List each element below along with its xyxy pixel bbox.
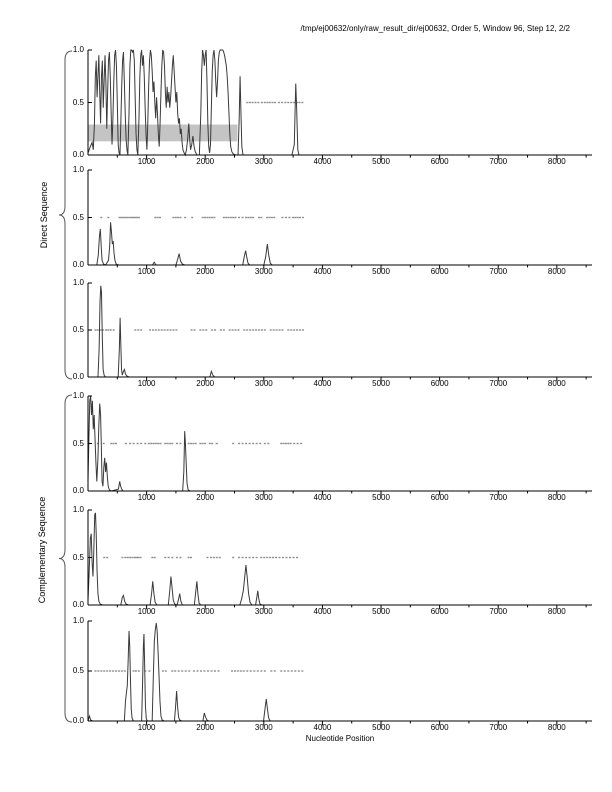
panel-direct-frame-3: 1.0 0.5 0.0 1000 2000 3000 4000 5000 6000 7000… [73, 278, 592, 388]
y-tick-label: 0.5 [72, 666, 84, 675]
y-tick-label: 0.5 [72, 97, 84, 107]
y-tick-label: 0.0 [72, 600, 84, 609]
x-tick-label: 8000 [547, 379, 566, 388]
x-axis-tick-labels: 1000 2000 3000 4000 5000 6000 7000 8000 [88, 155, 592, 167]
x-tick-label: 7000 [489, 607, 508, 616]
x-tick-label: 6000 [430, 607, 449, 616]
direct-sequence-brace [58, 50, 73, 380]
x-axis-tick-labels: 1000 2000 3000 4000 5000 6000 7000 8000 [88, 491, 592, 503]
x-tick-label: 1000 [137, 723, 156, 732]
y-tick-label: 1.0 [72, 165, 84, 174]
x-tick-label: 3000 [254, 493, 273, 502]
x-axis-tick-labels: 1000 2000 3000 4000 5000 6000 7000 8000 [88, 265, 592, 277]
x-axis-tick-labels: 1000 2000 3000 4000 5000 6000 7000 8000 [88, 605, 592, 617]
y-tick-label: 0.5 [72, 552, 84, 562]
x-tick-label: 3000 [254, 267, 273, 276]
y-tick-label: 0.0 [72, 260, 84, 269]
x-tick-label: 5000 [372, 267, 390, 276]
y-tick-label: 0.5 [72, 212, 84, 222]
x-tick-label: 1000 [137, 607, 156, 616]
plot-area [88, 50, 592, 155]
panel-direct-frame-1: 1.0 0.5 0.0 1000 2000 3000 4000 5000 6000 7000… [73, 45, 592, 166]
x-tick-label: 1000 [137, 379, 156, 388]
x-tick-label: 5000 [372, 607, 390, 616]
x-tick-label: 2000 [196, 157, 215, 166]
panel-complementary-frame-2: 1.0 0.5 0.0 1000 2000 3000 4000 5000 6000 7000… [73, 505, 592, 616]
x-tick-label: 4000 [313, 493, 332, 502]
plot-area [88, 396, 592, 491]
x-tick-label: 7000 [489, 493, 508, 502]
x-tick-label: 8000 [547, 157, 566, 166]
y-tick-label: 0.5 [72, 325, 84, 334]
y-tick-label: 1.0 [72, 616, 84, 625]
x-tick-label: 4000 [313, 607, 332, 616]
complementary-sequence-label: Complementary Sequence [37, 496, 47, 604]
y-tick-label: 0.0 [72, 150, 84, 159]
x-tick-label: 7000 [489, 723, 508, 732]
x-tick-label: 2000 [196, 607, 215, 616]
x-axis-tick-labels: 1000 2000 3000 4000 5000 6000 7000 8000 [88, 377, 592, 389]
x-tick-label: 5000 [372, 723, 390, 732]
x-tick-label: 6000 [430, 723, 449, 732]
x-tick-label: 3000 [254, 157, 273, 166]
x-tick-label: 4000 [313, 267, 332, 276]
x-tick-label: 4000 [313, 379, 332, 388]
plot-area [88, 621, 592, 721]
x-tick-label: 5000 [372, 157, 390, 166]
x-tick-label: 8000 [547, 607, 566, 616]
x-tick-label: 4000 [313, 157, 332, 166]
x-tick-label: 8000 [547, 493, 566, 502]
x-tick-label: 6000 [430, 493, 449, 502]
x-tick-label: 5000 [372, 379, 390, 388]
x-tick-label: 1000 [137, 157, 156, 166]
plot-area [88, 283, 592, 377]
x-tick-label: 2000 [196, 493, 215, 502]
panel-complementary-frame-1: 1.0 0.5 0.0 1000 2000 3000 4000 5000 6000 7000… [73, 391, 592, 502]
x-axis-tick-labels: 1000 2000 3000 4000 5000 6000 7000 8000 [88, 721, 592, 733]
x-tick-label: 6000 [430, 267, 449, 276]
y-tick-label: 0.0 [72, 486, 84, 495]
x-tick-label: 3000 [254, 723, 273, 732]
y-tick-label: 0.5 [72, 438, 84, 448]
x-tick-label: 7000 [489, 267, 508, 276]
x-tick-label: 3000 [254, 379, 273, 388]
x-tick-label: 6000 [430, 379, 449, 388]
y-tick-label: 1.0 [72, 278, 84, 287]
complementary-sequence-brace [58, 394, 73, 723]
plot-title: /tmp/ej00632/only/raw_result_dir/ej00632… [300, 24, 571, 33]
panel-complementary-frame-3: 1.0 0.5 0.0 1000 2000 3000 4000 5000 6000 7000… [73, 616, 592, 732]
direct-sequence-label: Direct Sequence [39, 181, 49, 249]
x-tick-label: 8000 [547, 723, 566, 732]
x-axis-title: Nucleotide Position [305, 734, 375, 743]
y-tick-label: 1.0 [72, 45, 84, 54]
x-tick-label: 6000 [430, 157, 449, 166]
x-tick-label: 2000 [196, 267, 215, 276]
x-tick-label: 2000 [196, 723, 215, 732]
plot-area [88, 170, 592, 265]
x-tick-label: 2000 [196, 379, 215, 388]
panel-direct-frame-2: 1.0 0.5 0.0 1000 2000 3000 4000 5000 6000 7000… [73, 165, 592, 276]
y-tick-label: 0.0 [72, 372, 84, 381]
x-tick-label: 7000 [489, 379, 508, 388]
x-tick-label: 7000 [489, 157, 508, 166]
y-tick-label: 1.0 [72, 391, 84, 400]
x-tick-label: 3000 [254, 607, 273, 616]
plot-area [88, 510, 592, 605]
x-tick-label: 1000 [137, 267, 156, 276]
x-tick-label: 1000 [137, 493, 156, 502]
x-tick-label: 5000 [372, 493, 390, 502]
x-tick-label: 8000 [547, 267, 566, 276]
y-tick-label: 0.0 [72, 716, 84, 725]
y-tick-label: 1.0 [72, 505, 84, 514]
x-tick-label: 4000 [313, 723, 332, 732]
